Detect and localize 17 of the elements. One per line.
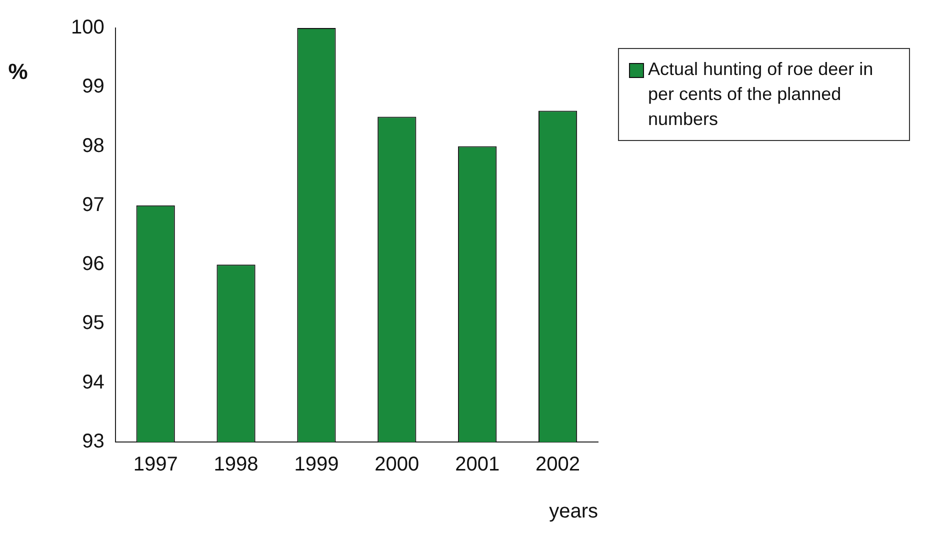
x-tick-label: 2002: [536, 454, 580, 476]
y-tick-label: 100: [70, 16, 104, 39]
legend-label: Actual hunting of roe deer in per cents of the planned numbers: [648, 58, 874, 131]
y-tick-label: 99: [82, 76, 104, 98]
y-tick-label: 97: [82, 194, 104, 216]
x-axis-title: years: [549, 500, 598, 523]
y-tick-label: 94: [82, 371, 104, 394]
x-tick-label: 2001: [455, 454, 500, 476]
y-tick-label: 93: [82, 430, 104, 453]
y-axis-title: %: [8, 59, 28, 84]
x-tick-label: 1998: [214, 454, 258, 476]
y-tick-label: 98: [82, 134, 104, 157]
y-tick-label: 95: [82, 312, 104, 334]
x-tick-label: 1999: [294, 454, 339, 476]
x-tick-label: 2000: [374, 454, 420, 476]
y-tick-label: 96: [82, 253, 104, 276]
x-tick-label: 1997: [133, 454, 178, 476]
